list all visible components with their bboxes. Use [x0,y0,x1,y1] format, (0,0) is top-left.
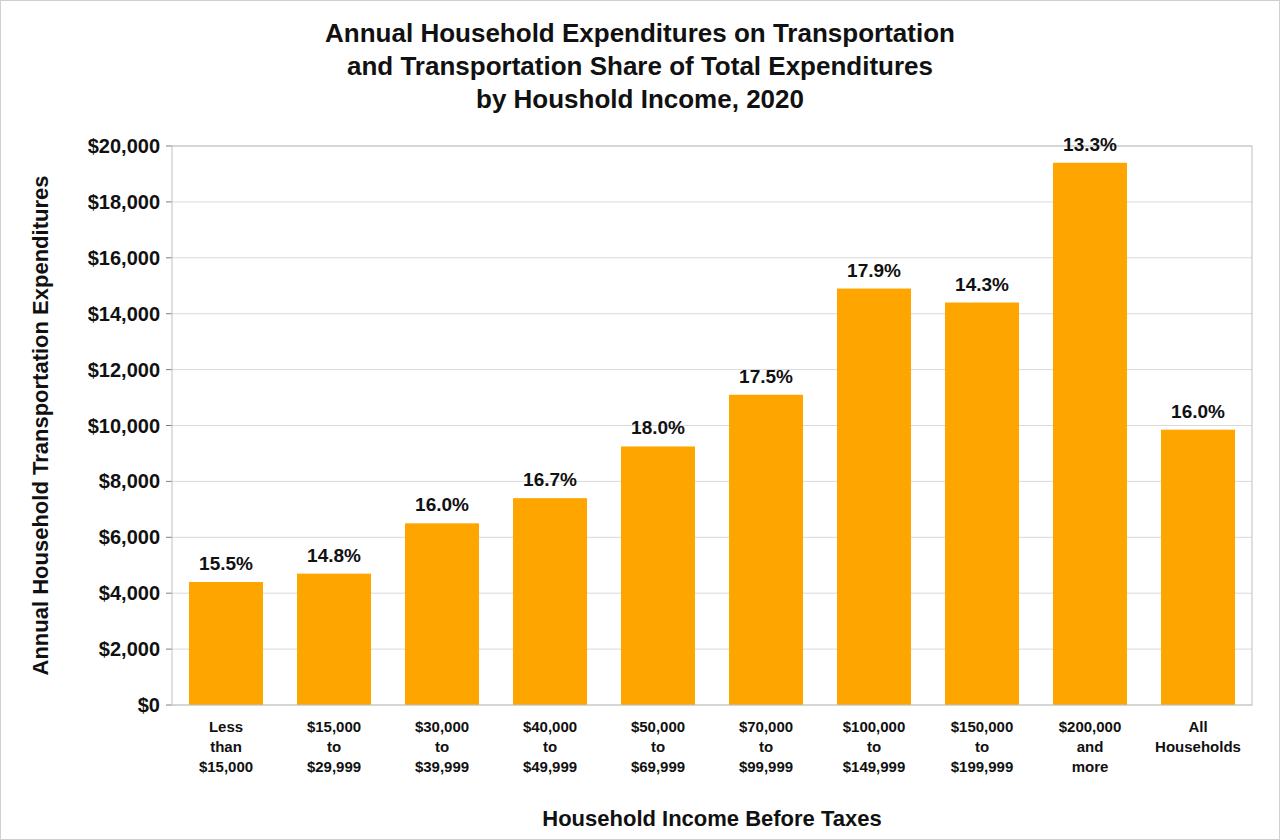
share-label: 17.9% [847,260,901,281]
x-tick-line: to [651,738,665,755]
x-tick-line: than [210,738,242,755]
y-tick-label: $0 [138,694,160,716]
x-tick-label: $30,000 to $39,999 [415,718,469,775]
x-tick-line: $99,999 [739,758,793,775]
title-line: Annual Household Expenditures on Transpo… [325,18,955,48]
y-tick-label: $8,000 [99,470,160,492]
y-tick-label: $18,000 [88,191,160,213]
y-tick [166,146,172,147]
x-tick-line: more [1072,758,1109,775]
x-tick-line: to [327,738,341,755]
x-tick-line: Households [1155,738,1241,755]
y-tick [166,649,172,650]
bar [729,395,803,705]
x-tick-line: to [543,738,557,755]
x-tick-line: $150,000 [951,718,1014,735]
x-tick-label: All Households [1155,718,1241,755]
x-tick-line: $149,999 [843,758,906,775]
x-tick-line: $30,000 [415,718,469,735]
y-tick [166,369,172,370]
x-tick-line: $40,000 [523,718,577,735]
share-label: 14.3% [955,274,1009,295]
bar [837,289,911,705]
x-tick-line: to [435,738,449,755]
bars [189,163,1235,705]
x-tick-label: Less than $15,000 [199,718,253,775]
x-tick-line: $50,000 [631,718,685,735]
y-tick [166,481,172,482]
share-label: 15.5% [199,553,253,574]
x-tick-line: $199,999 [951,758,1014,775]
y-tick [166,257,172,258]
x-tick-line: $29,999 [307,758,361,775]
x-tick-line: $200,000 [1059,718,1122,735]
x-tick-label: $70,000 to $99,999 [739,718,793,775]
x-tick-label: $50,000 to $69,999 [631,718,685,775]
bar [945,303,1019,705]
bar [405,523,479,705]
share-label: 16.0% [415,494,469,515]
share-label: 13.3% [1063,134,1117,155]
x-tick-line: $39,999 [415,758,469,775]
chart-root: Annual Household Expenditures on Transpo… [0,0,1280,840]
x-tick-line: $69,999 [631,758,685,775]
bar [189,582,263,705]
x-tick-label: $40,000 to $49,999 [523,718,577,775]
y-tick [166,201,172,202]
y-tick [166,537,172,538]
bar [513,498,587,705]
bar [621,446,695,705]
x-tick-label: $15,000 to $29,999 [307,718,361,775]
share-label: 17.5% [739,366,793,387]
x-tick-line: $70,000 [739,718,793,735]
background [1,1,1280,840]
bar [297,574,371,705]
x-tick-line: $49,999 [523,758,577,775]
x-tick-label: $150,000 to $199,999 [951,718,1014,775]
x-tick-line: $15,000 [199,758,253,775]
y-tick [166,705,172,706]
x-tick-line: to [759,738,773,755]
x-tick-line: All [1188,718,1207,735]
y-tick-label: $2,000 [99,638,160,660]
share-label: 16.7% [523,469,577,490]
y-tick-label: $14,000 [88,303,160,325]
title-line: by Houshold Income, 2020 [476,84,804,114]
y-tick [166,313,172,314]
x-tick-line: and [1077,738,1104,755]
x-tick-line: to [867,738,881,755]
share-label: 14.8% [307,545,361,566]
x-tick-label: $200,000 and more [1059,718,1122,775]
y-tick-label: $12,000 [88,359,160,381]
title: Annual Household Expenditures on Transpo… [325,18,955,114]
plot-area [172,146,1252,705]
y-axis-label: Annual Household Transportation Expendit… [28,176,53,676]
y-tick-label: $4,000 [99,582,160,604]
x-tick-label: $100,000 to $149,999 [843,718,906,775]
x-tick-line: $15,000 [307,718,361,735]
y-tick [166,593,172,594]
y-tick-label: $6,000 [99,526,160,548]
title-line: and Transportation Share of Total Expend… [347,51,933,81]
plot-frame [172,146,1252,705]
x-tick-line: Less [209,718,243,735]
y-tick-label: $10,000 [88,415,160,437]
y-tick-label: $20,000 [88,135,160,157]
share-label: 16.0% [1171,401,1225,422]
y-tick-label: $16,000 [88,247,160,269]
share-label: 18.0% [631,417,685,438]
x-tick-line: to [975,738,989,755]
y-tick [166,425,172,426]
bar [1053,163,1127,705]
x-tick-line: $100,000 [843,718,906,735]
x-axis-label: Household Income Before Taxes [542,806,881,831]
bar [1161,430,1235,705]
chart-svg: Annual Household Expenditures on Transpo… [0,0,1280,840]
